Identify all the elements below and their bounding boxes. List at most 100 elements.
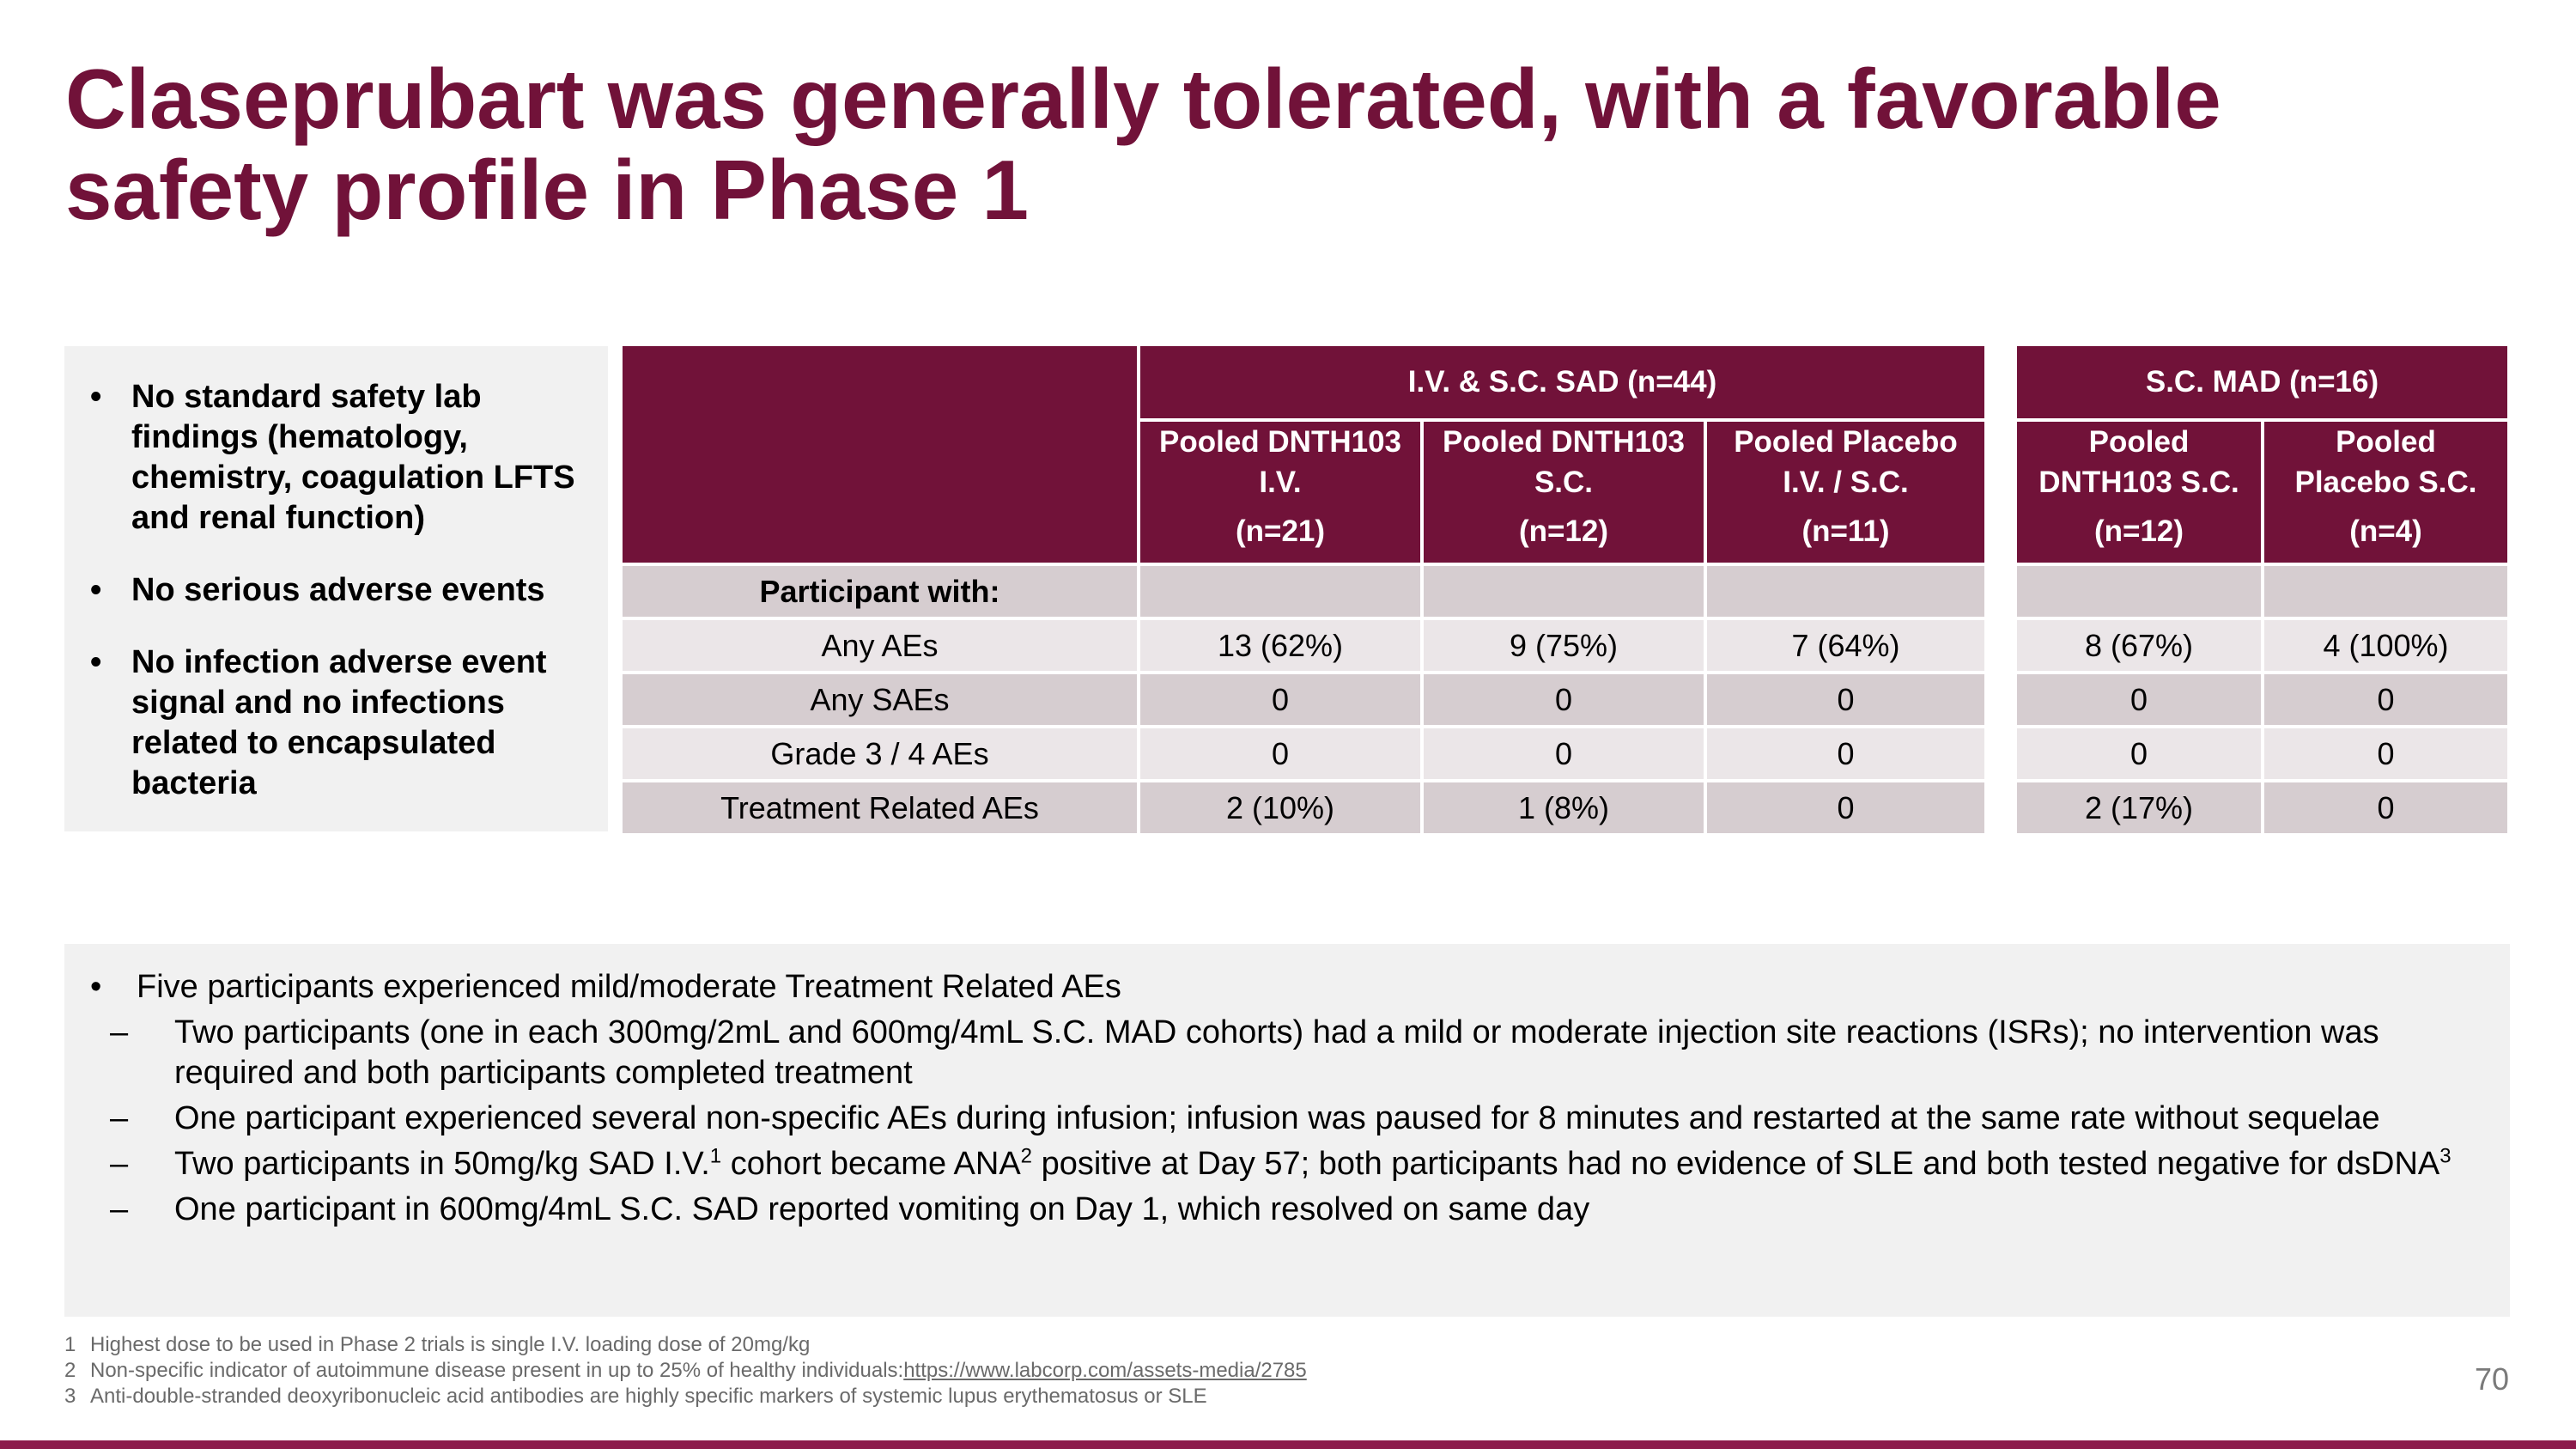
column-header-line: Pooled	[2088, 425, 2190, 459]
table-cell: 0	[1705, 673, 1985, 728]
row-label: Grade 3 / 4 AEs	[623, 727, 1140, 782]
table-cell: 0	[1705, 781, 1985, 837]
column-header-n: (n=21)	[1235, 514, 1326, 548]
slide-title-line1: Claseprubart was generally tolerated, wi…	[65, 52, 2221, 146]
footnote-number: 3	[64, 1385, 76, 1408]
table-cell	[1422, 564, 1707, 620]
table-row: Any SAEs 0 0 0	[623, 673, 1985, 728]
footnote-ref: 2	[1020, 1144, 1033, 1168]
column-header-line: Pooled	[2336, 425, 2436, 459]
row-label: Participant with:	[623, 564, 1140, 620]
table-cell: 1 (8%)	[1422, 781, 1707, 837]
mad-safety-table: S.C. MAD (n=16) Pooled DNTH103 S.C. (n=1…	[2017, 346, 2508, 837]
table-cell: 0	[1705, 727, 1985, 782]
sub-bullet: – One participant in 600mg/4mL S.C. SAD …	[110, 1190, 2458, 1230]
table-cell: 2 (17%)	[2017, 781, 2264, 837]
sub-bullet: – Two participants in 50mg/kg SAD I.V.1 …	[110, 1144, 2458, 1184]
footer-bar	[0, 1440, 2576, 1449]
footnote-text: Anti-double-stranded deoxyribonucleic ac…	[90, 1385, 1207, 1408]
table-row: 0 0	[2017, 727, 2508, 782]
footnote-ref: 3	[2439, 1144, 2451, 1168]
sad-group-header: I.V. & S.C. SAD (n=44)	[1139, 346, 1985, 422]
table-cell: 0	[1139, 673, 1424, 728]
table-cell: 13 (62%)	[1139, 618, 1424, 674]
footnote-ref: 1	[709, 1144, 722, 1168]
column-header-n: (n=11)	[1801, 514, 1890, 548]
table-cell: 7 (64%)	[1705, 618, 1985, 674]
dash-marker: –	[110, 1014, 129, 1050]
table-row: 2 (17%) 0	[2017, 781, 2508, 837]
key-findings-list: No standard safety lab findings (hematol…	[64, 346, 608, 804]
table-cell: 8 (67%)	[2017, 618, 2264, 674]
footnote: 2 Non-specific indicator of autoimmune di…	[64, 1358, 1307, 1384]
row-label: Any AEs	[623, 618, 1140, 674]
sad-safety-table: I.V. & S.C. SAD (n=44) Pooled DNTH103 I.…	[623, 346, 1985, 837]
column-header-line: Pooled DNTH103	[1443, 425, 1685, 459]
column-header-line: Pooled Placebo	[1734, 425, 1958, 459]
column-header: Pooled DNTH103 I.V. (n=21)	[1139, 420, 1424, 566]
column-header-line: I.V. / S.C.	[1783, 466, 1909, 499]
column-header-n: (n=4)	[2349, 514, 2422, 548]
sub-bullet-text: One participant experienced several non-…	[174, 1100, 2380, 1136]
sub-bullet-text: positive at Day 57; both participants ha…	[1032, 1146, 2440, 1182]
table-cell: 0	[2263, 781, 2508, 837]
table-cell: 0	[1422, 673, 1707, 728]
table-row: 0 0	[2017, 673, 2508, 728]
table-row: 8 (67%) 4 (100%)	[2017, 618, 2508, 674]
column-header: Pooled Placebo S.C. (n=4)	[2263, 420, 2508, 566]
key-finding-item: No standard safety lab findings (hematol…	[90, 377, 591, 539]
sub-bullet: – Two participants (one in each 300mg/2m…	[110, 1013, 2458, 1093]
column-header-n: (n=12)	[1518, 514, 1609, 548]
dash-marker: –	[110, 1146, 129, 1182]
footnote-number: 2	[64, 1359, 76, 1382]
table-cell: 0	[1139, 727, 1424, 782]
slide-title: Claseprubart was generally tolerated, wi…	[65, 53, 2470, 235]
table-cell: 0	[2017, 727, 2264, 782]
slide-title-line2: safety profile in Phase 1	[65, 143, 1029, 237]
column-header-line: S.C.	[1534, 466, 1594, 499]
table-row: Grade 3 / 4 AEs 0 0 0	[623, 727, 1985, 782]
table-corner-cell	[623, 346, 1140, 566]
sub-bullet-text: Two participants in 50mg/kg SAD I.V.	[174, 1146, 710, 1182]
key-finding-item: No serious adverse events	[90, 570, 591, 611]
table-cell: 4 (100%)	[2263, 618, 2508, 674]
table-cell	[1139, 564, 1424, 620]
footnote: 1 Highest dose to be used in Phase 2 tria…	[64, 1332, 1307, 1358]
table-cell	[2263, 564, 2508, 620]
table-cell: 0	[2263, 727, 2508, 782]
column-header-line: DNTH103 S.C.	[2038, 466, 2239, 499]
footnote-number: 1	[64, 1333, 76, 1356]
footnote-text: Non-specific indicator of autoimmune dis…	[90, 1359, 904, 1382]
main-bullet: Five participants experienced mild/moder…	[90, 967, 2510, 1008]
column-header: Pooled DNTH103 S.C. (n=12)	[1422, 420, 1707, 566]
footnote: 3 Anti-double-stranded deoxyribonucleic a…	[64, 1384, 1307, 1409]
table-cell: 0	[1422, 727, 1707, 782]
table-row: Treatment Related AEs 2 (10%) 1 (8%) 0	[623, 781, 1985, 837]
table-cell	[1705, 564, 1985, 620]
footnotes: 1 Highest dose to be used in Phase 2 tria…	[64, 1332, 1307, 1409]
key-finding-item: No infection adverse event signal and no…	[90, 642, 591, 804]
sub-bullet-text: cohort became ANA	[721, 1146, 1021, 1182]
column-header: Pooled DNTH103 S.C. (n=12)	[2017, 420, 2264, 566]
table-cell: 0	[2263, 673, 2508, 728]
key-findings-box: No standard safety lab findings (hematol…	[64, 346, 608, 831]
column-header-line: I.V.	[1259, 466, 1302, 499]
column-header: Pooled Placebo I.V. / S.C. (n=11)	[1705, 420, 1985, 566]
footnote-text: Highest dose to be used in Phase 2 trial…	[90, 1333, 811, 1356]
column-header-n: (n=12)	[2093, 514, 2184, 548]
mad-group-header: S.C. MAD (n=16)	[2017, 346, 2508, 422]
sub-bullet-text: One participant in 600mg/4mL S.C. SAD re…	[174, 1191, 1590, 1227]
table-cell: 2 (10%)	[1139, 781, 1424, 837]
sub-bullet-text: Two participants (one in each 300mg/2mL …	[174, 1014, 2379, 1091]
row-label: Any SAEs	[623, 673, 1140, 728]
table-cell: 0	[2017, 673, 2264, 728]
table-row: Participant with:	[623, 564, 1985, 620]
page-number: 70	[2474, 1361, 2509, 1397]
table-row	[2017, 564, 2508, 620]
table-cell	[2017, 564, 2264, 620]
column-header-line: Pooled DNTH103	[1159, 425, 1401, 459]
footnote-link[interactable]: https://www.labcorp.com/assets-media/278…	[903, 1359, 1307, 1382]
table-cell: 9 (75%)	[1422, 618, 1707, 674]
sub-bullet: – One participant experienced several no…	[110, 1099, 2458, 1139]
row-label: Treatment Related AEs	[623, 781, 1140, 837]
